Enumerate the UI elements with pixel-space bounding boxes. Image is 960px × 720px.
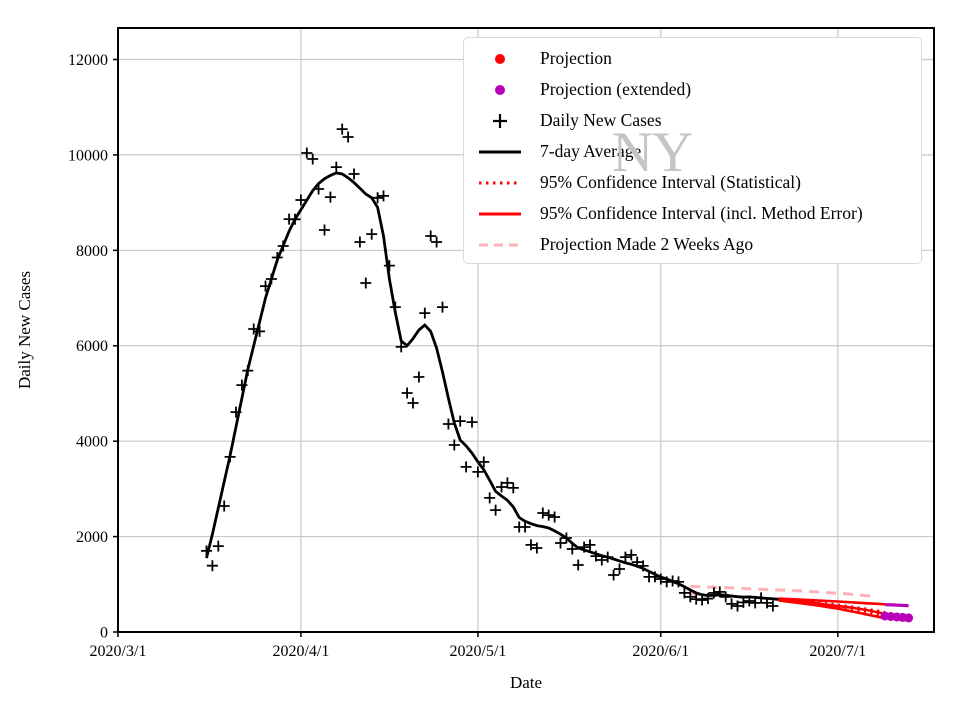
legend-item-label: 7-day Average <box>540 141 642 161</box>
series-95-confidence-interval-incl-method-error-lower <box>778 599 886 620</box>
legend-plus <box>493 113 507 128</box>
legend-item: Projection <box>474 43 921 74</box>
legend-line-icon <box>474 204 526 224</box>
x-tick-label: 2020/6/1 <box>632 643 689 660</box>
legend-dashed-icon <box>474 235 526 255</box>
watermark-text: NY <box>612 121 693 184</box>
series-projection-made-2-weeks-ago-upper- <box>690 584 874 598</box>
series-7-day-average <box>205 171 779 601</box>
legend-item-label: Projection Made 2 Weeks Ago <box>540 234 754 254</box>
x-tick-label: 2020/4/1 <box>272 643 329 660</box>
legend-item-label: Daily New Cases <box>540 110 662 130</box>
scatter-dot-marker <box>904 613 914 623</box>
legend-item: Daily New Cases <box>474 105 921 136</box>
legend-dot <box>495 53 505 64</box>
legend-item: 95% Confidence Interval (incl. Method Er… <box>474 198 921 229</box>
legend-item-label: 95% Confidence Interval (Statistical) <box>540 172 801 192</box>
x-axis-label: Date <box>510 673 542 692</box>
legend-item: 7-day Average <box>474 136 921 167</box>
legend-item-label: Projection (extended) <box>540 79 692 99</box>
y-tick-label: 6000 <box>76 338 108 355</box>
legend-line-icon <box>474 142 526 162</box>
y-tick-label: 0 <box>100 625 108 642</box>
y-tick-label: 12000 <box>68 52 108 69</box>
axes-spines <box>117 27 935 633</box>
y-tick-label: 2000 <box>76 529 108 546</box>
legend-item-label: 95% Confidence Interval (incl. Method Er… <box>540 203 863 223</box>
legend-plus-icon <box>474 111 526 131</box>
series-95-confidence-interval-incl-method-error-upper <box>778 597 886 606</box>
y-tick-label: 8000 <box>76 243 108 260</box>
legend-dot-icon <box>474 49 526 69</box>
legend-item: Projection (extended) <box>474 74 921 105</box>
x-tick-label: 2020/7/1 <box>809 643 866 660</box>
legend: Projection Projection (extended) Daily New… <box>463 37 922 264</box>
series-projection-extended-upper <box>884 603 909 608</box>
series-projection <box>778 598 886 616</box>
legend-dotted-icon <box>474 173 526 193</box>
x-tick-label: 2020/5/1 <box>449 643 506 660</box>
data-series <box>201 123 914 623</box>
plot-border <box>117 27 935 633</box>
y-tick-label: 10000 <box>68 147 108 164</box>
y-axis-label: Daily New Cases <box>15 271 34 389</box>
legend-item: 95% Confidence Interval (Statistical) <box>474 167 921 198</box>
axis-ticks: 0 2000 4000 6000 8000 10000 12000 2020/3/1 2020/… <box>68 52 866 660</box>
y-tick-label: 4000 <box>76 434 108 451</box>
legend-item-label: Projection <box>540 48 612 68</box>
series-projection-made-2-weeks-ago-lower- <box>690 592 886 620</box>
legend-dot <box>495 84 505 95</box>
x-tick-label: 2020/3/1 <box>90 643 147 660</box>
legend-item: Projection Made 2 Weeks Ago <box>474 229 921 260</box>
legend-dot-icon <box>474 80 526 100</box>
scatter-plus-markers <box>201 123 779 612</box>
